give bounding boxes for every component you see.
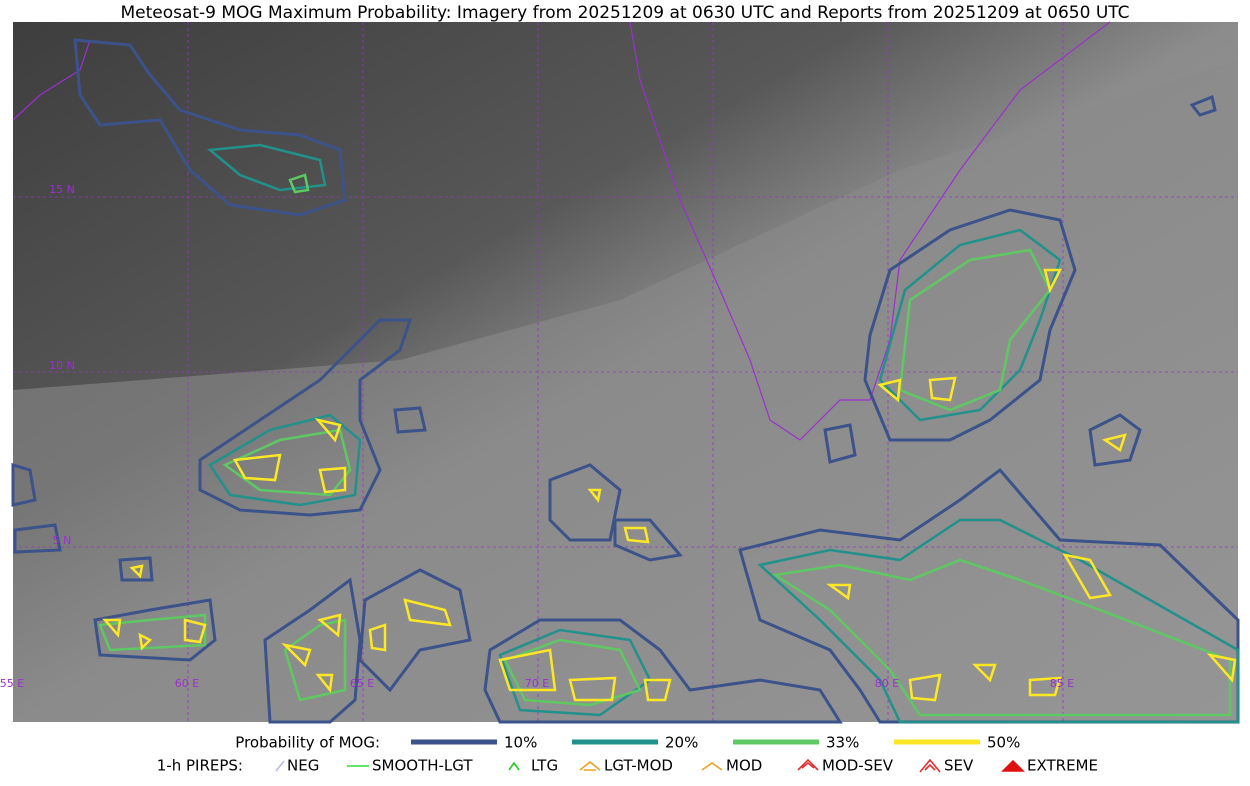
legend-label: MOD xyxy=(726,757,762,775)
lon-label: 60 E xyxy=(175,677,199,690)
legend-icon xyxy=(919,758,941,773)
legend-label: 20% xyxy=(665,734,698,752)
lon-label: 85 E xyxy=(1050,677,1074,690)
legend: Probability of MOG: 10% 20% 33% 50% 1-h PIREP… xyxy=(157,734,1098,775)
legend-label: 10% xyxy=(504,734,537,752)
bright-region xyxy=(13,60,1238,722)
legend-label: EXTREME xyxy=(1027,757,1098,775)
lon-label: 70 E xyxy=(525,677,549,690)
legend-label: SEV xyxy=(944,757,974,775)
lon-label: 80 E xyxy=(875,677,899,690)
legend-icon xyxy=(508,761,520,771)
legend-icon xyxy=(579,760,601,771)
contours xyxy=(11,38,1240,724)
legend-icon xyxy=(797,758,819,771)
legend-label: SMOOTH-LGT xyxy=(372,757,473,775)
legend-icon xyxy=(701,762,723,771)
coastline xyxy=(12,39,91,121)
lat-label: 5 N xyxy=(53,534,72,547)
legend-heading: 1-h PIREPS: xyxy=(157,757,243,775)
legend-label: NEG xyxy=(287,757,319,775)
legend-icon xyxy=(1001,759,1025,772)
legend-label: 33% xyxy=(826,734,859,752)
legend-label: LGT-MOD xyxy=(604,757,673,775)
lon-label: 55 E xyxy=(0,677,24,690)
lon-label: 65 E xyxy=(350,677,374,690)
title: Meteosat-9 MOG Maximum Probability: Imag… xyxy=(120,3,1129,23)
lat-label: 10 N xyxy=(49,359,75,372)
grid xyxy=(13,22,1238,722)
legend-label: 50% xyxy=(987,734,1020,752)
lat-label: 15 N xyxy=(49,183,75,196)
geo-labels: 15 N 10 N 5 N 55 E 60 E 65 E 70 E 80 E 85 E xyxy=(0,183,1074,690)
legend-icon xyxy=(275,760,285,772)
legend-label: LTG xyxy=(531,757,558,775)
legend-heading: Probability of MOG: xyxy=(235,734,380,752)
coastline xyxy=(629,21,1111,441)
map: 15 N 10 N 5 N 55 E 60 E 65 E 70 E 80 E 85 E xyxy=(0,21,1240,724)
legend-label: MOD-SEV xyxy=(822,757,894,775)
